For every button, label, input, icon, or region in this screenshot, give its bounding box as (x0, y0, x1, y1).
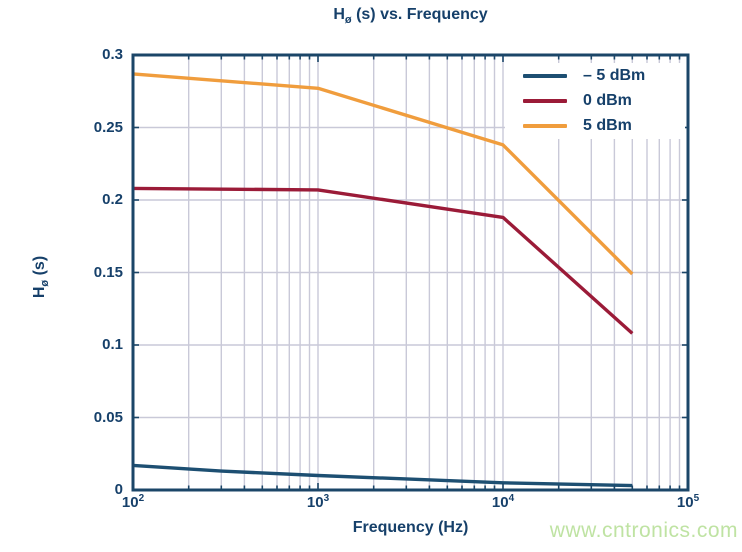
gridlines (133, 55, 688, 490)
y-axis-title-suffix: (s) (31, 255, 48, 280)
chart-title-prefix: H (333, 6, 345, 23)
y-tick-label: 0.3 (102, 46, 123, 63)
legend-item-label: 0 dBm (583, 92, 632, 109)
legend-line-swatch (523, 124, 567, 128)
y-tick-label: 0.05 (93, 408, 123, 426)
x-tick-label: 103 (306, 493, 330, 511)
y-tick-label: 0.15 (93, 263, 123, 281)
legend-line-swatch (523, 74, 567, 78)
legend-item-label: 5 dBm (583, 117, 632, 134)
y-axis-title-subscript: ø (39, 279, 51, 287)
plot-border (131, 53, 690, 492)
legend-item: 0 dBm (505, 90, 685, 112)
series-line (132, 72, 634, 276)
y-tick-label: 0.1 (102, 336, 123, 353)
y-axis-title-prefix: H (31, 286, 48, 299)
y-tick-label: 0.2 (102, 191, 123, 208)
series-lines (132, 72, 634, 488)
x-tick-label: 105 (676, 493, 700, 511)
legend-item: 5 dBm (505, 115, 685, 137)
legend-line-swatch (523, 99, 567, 103)
chart-title-subscript: ø (344, 14, 352, 26)
plot-area (131, 53, 690, 492)
y-tick-label: 0.25 (93, 118, 123, 136)
legend-item-label: – 5 dBm (583, 67, 646, 84)
x-axis-title: Frequency (Hz) (352, 519, 469, 536)
legend-item: – 5 dBm (505, 65, 685, 87)
legend: – 5 dBm 0 dBm 5 dBm (505, 63, 685, 139)
chart-title: Hø (s) vs. Frequency (133, 6, 688, 26)
y-axis-title: Hø (s) (31, 255, 51, 299)
x-tick-label: 102 (121, 493, 145, 511)
y-tick-label: 0 (114, 481, 123, 498)
watermark: www.cntronics.com (549, 519, 738, 542)
series-line (132, 186, 634, 335)
chart-title-suffix: (s) vs. Frequency (351, 6, 488, 23)
series-line (132, 463, 633, 488)
x-tick-label: 104 (491, 493, 515, 511)
